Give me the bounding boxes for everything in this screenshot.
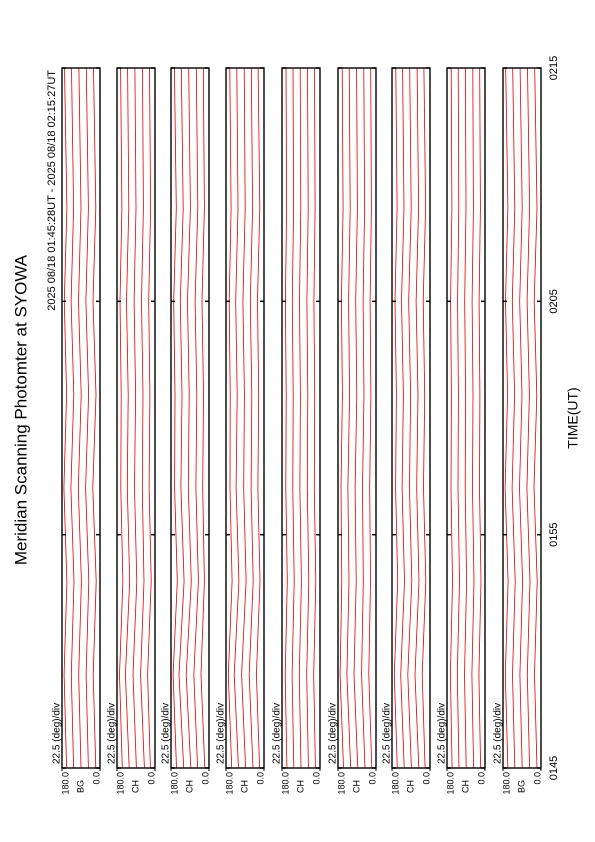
scale-label: 22.5 (deg)/div: [161, 703, 172, 764]
trace: [353, 67, 359, 769]
panel-frame: [281, 67, 321, 769]
scale-label: 22.5 (deg)/div: [493, 703, 504, 764]
trace: [526, 67, 531, 769]
y-tick-label: 180.0: [280, 772, 290, 795]
trace: [255, 67, 261, 769]
trace: [471, 67, 475, 769]
trace: [227, 67, 233, 769]
panel-frame: [61, 67, 101, 769]
trace: [511, 67, 516, 769]
trace: [533, 67, 538, 769]
trace: [478, 67, 482, 769]
trace: [241, 67, 247, 769]
trace: [313, 67, 317, 769]
trace: [306, 67, 310, 769]
y-tick-label: 180.0: [169, 772, 179, 795]
y-tick-label: 180.0: [445, 772, 455, 795]
y-tick-label: 0.0: [91, 772, 101, 785]
channel-label: CH: [351, 780, 361, 793]
trace: [124, 67, 131, 769]
trace: [361, 67, 366, 769]
channel-label: CH: [130, 780, 140, 793]
trace: [85, 67, 90, 769]
trace: [519, 67, 524, 769]
scale-label: 22.5 (deg)/div: [328, 703, 339, 764]
trace: [200, 67, 206, 769]
panel-frame: [446, 67, 486, 769]
panel-frame: [391, 67, 431, 769]
y-tick-label: 0.0: [146, 772, 156, 785]
scale-label: 22.5 (deg)/div: [216, 703, 227, 764]
y-tick-label: 180.0: [60, 772, 70, 795]
panel-frame: [502, 67, 542, 769]
trace: [449, 67, 453, 769]
x-axis-title: TIME(UT): [565, 387, 581, 448]
trace: [233, 67, 240, 769]
trace: [92, 67, 97, 769]
trace: [172, 67, 178, 769]
trace: [291, 67, 295, 769]
x-tick-label: 0155: [548, 522, 560, 546]
x-tick-label: 0205: [548, 289, 560, 313]
trace: [368, 67, 373, 769]
trace: [132, 67, 138, 769]
trace: [140, 67, 145, 769]
trace: [414, 67, 420, 769]
y-tick-label: 180.0: [115, 772, 125, 795]
panel-frame: [170, 67, 210, 769]
channel-label: CH: [184, 780, 194, 793]
y-tick-label: 0.0: [532, 772, 542, 785]
channel-label: CH: [239, 780, 249, 793]
channel-label: BG: [75, 780, 85, 793]
trace: [185, 67, 192, 769]
trace: [464, 67, 468, 769]
y-tick-label: 180.0: [501, 772, 511, 795]
trace: [346, 67, 352, 769]
rotated-plot: Meridian Scanning Photomter at SYOWA 202…: [11, 56, 580, 795]
trace: [284, 67, 288, 769]
y-tick-label: 0.0: [200, 772, 210, 785]
y-tick-label: 180.0: [224, 772, 234, 795]
y-tick-label: 180.0: [336, 772, 346, 795]
panel-frame: [225, 67, 265, 769]
trace: [193, 67, 199, 769]
trace: [456, 67, 460, 769]
scale-label: 22.5 (deg)/div: [107, 703, 118, 764]
trace: [504, 67, 509, 769]
chart-title: Meridian Scanning Photomter at SYOWA: [11, 254, 30, 565]
y-tick-label: 0.0: [421, 772, 431, 785]
panel-frame: [337, 67, 377, 769]
x-tick-label: 0215: [548, 56, 560, 80]
trace: [147, 67, 152, 769]
channel-label: CH: [460, 780, 470, 793]
channel-label: CH: [295, 780, 305, 793]
y-tick-label: 0.0: [476, 772, 486, 785]
scale-label: 22.5 (deg)/div: [437, 703, 448, 764]
chart-subtitle: 2025 08/18 01:45:28UT - 2025 08/18 02:15…: [46, 70, 58, 311]
scale-label: 22.5 (deg)/div: [52, 703, 63, 764]
channel-label: BG: [516, 780, 526, 793]
y-tick-label: 0.0: [311, 772, 321, 785]
channel-label: CH: [405, 780, 415, 793]
y-tick-label: 180.0: [390, 772, 400, 795]
trace: [407, 67, 413, 769]
trace: [119, 67, 124, 769]
y-tick-label: 0.0: [367, 772, 377, 785]
y-tick-label: 0.0: [255, 772, 265, 785]
scale-label: 22.5 (deg)/div: [382, 703, 393, 764]
trace: [339, 67, 344, 769]
trace: [70, 67, 75, 769]
trace: [393, 67, 399, 769]
trace: [63, 67, 68, 769]
x-tick-label: 0145: [548, 756, 560, 780]
scale-label: 22.5 (deg)/div: [272, 703, 283, 764]
trace: [298, 67, 302, 769]
trace: [400, 67, 405, 769]
trace: [248, 67, 254, 769]
trace: [421, 67, 427, 769]
trace: [178, 67, 185, 769]
trace: [77, 67, 82, 769]
panel-frame: [116, 67, 156, 769]
